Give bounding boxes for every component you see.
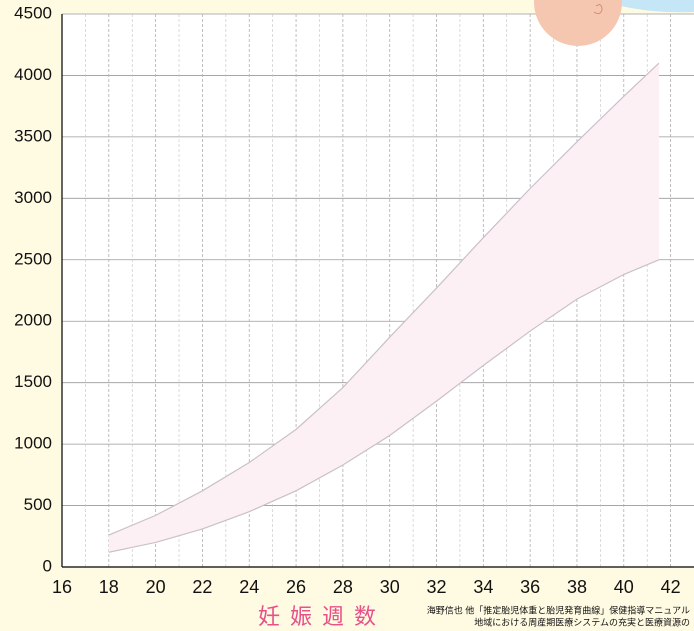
y-tick-label: 2500 (14, 249, 52, 268)
y-tick-label: 4000 (14, 65, 52, 84)
source-note: 地域における周産期医療システムの充実と医療資源の (474, 616, 690, 627)
plot-area (62, 14, 694, 567)
x-tick-label: 36 (520, 577, 540, 597)
marks (108, 62, 660, 553)
x-tick-label: 34 (473, 577, 493, 597)
series-line (108, 62, 660, 536)
y-tick-label: 0 (43, 556, 52, 575)
decoration-baby (534, 0, 622, 46)
x-tick-label: 20 (146, 577, 166, 597)
x-tick-label: 42 (661, 577, 681, 597)
x-tick-label: 38 (567, 577, 587, 597)
y-tick-label: 1500 (14, 372, 52, 391)
band-area (108, 63, 659, 553)
y-tick-label: 500 (24, 495, 52, 514)
x-tick-label: 28 (333, 577, 353, 597)
x-tick-label: 32 (427, 577, 447, 597)
x-tick-label: 26 (286, 577, 306, 597)
x-tick-label: 22 (192, 577, 212, 597)
decoration-sky (520, 0, 694, 13)
labels: 0 500 1000 1500 2000 2500 3000 3500 4000 4500 16 18… (14, 3, 680, 596)
x-tick-label: 24 (239, 577, 259, 597)
y-tick-label: 4500 (14, 3, 52, 22)
series-line (108, 259, 660, 553)
y-tick-label: 3000 (14, 188, 52, 207)
decoration-ear (593, 4, 603, 15)
x-axis-title: 妊娠週数 (258, 604, 386, 629)
x-tick-label: 16 (52, 577, 72, 597)
source-note: 海野信也 他「推定胎児体重と胎児発育曲線」保健指導マニュアル (427, 604, 690, 615)
x-tick-label: 30 (380, 577, 400, 597)
y-tick-label: 3500 (14, 126, 52, 145)
x-tick-label: 40 (614, 577, 634, 597)
y-tick-label: 1000 (14, 434, 52, 453)
y-tick-label: 2000 (14, 311, 52, 330)
x-tick-label: 18 (99, 577, 119, 597)
